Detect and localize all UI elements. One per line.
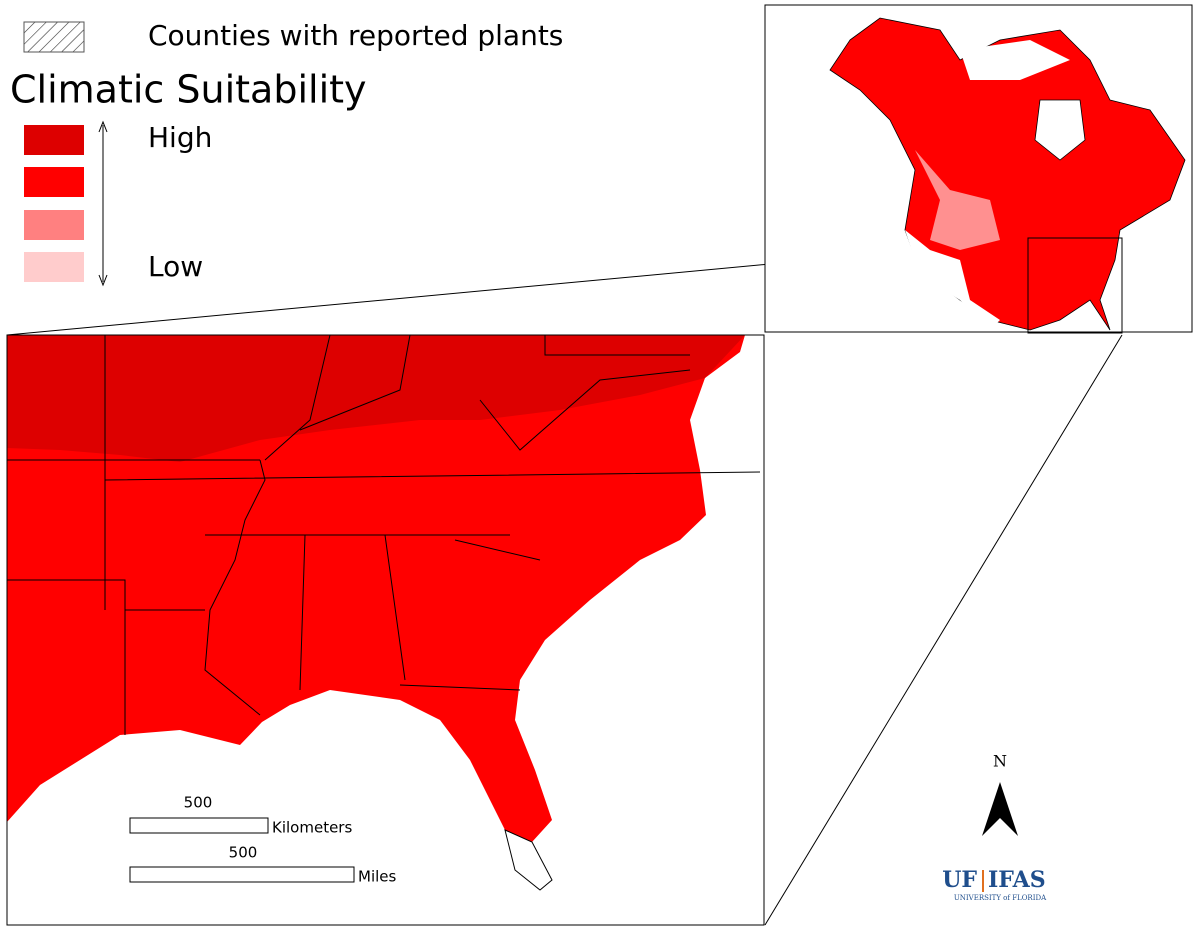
mi-bar [129,866,355,883]
gradient-arrow [98,120,108,287]
legend-title: Climatic Suitability [10,68,367,112]
mi-value: 500 [229,844,258,862]
km-bar [129,817,269,834]
hatch-label: Counties with reported plants [148,19,563,52]
swatch-low [24,252,84,282]
mi-unit: Miles [358,868,397,886]
km-value: 500 [184,794,213,812]
swatch-mid-high [24,167,84,197]
logo-uf: UF [942,867,977,893]
connector [764,334,1123,926]
swatch-mid-low [24,210,84,240]
main-frame [6,334,765,926]
km-unit: Kilometers [272,819,352,837]
main-map [7,334,764,925]
swatch-high [24,125,84,155]
logo-subtitle: UNIVERSITY of FLORIDA [954,894,1047,902]
inset-map [764,4,1193,334]
north-arrow [982,782,1018,836]
north-label: N [993,752,1007,771]
hatch-swatch [23,21,85,53]
logo-ifas: IFAS [988,867,1046,893]
legend-high: High [148,121,212,154]
legend-low: Low [148,250,203,283]
